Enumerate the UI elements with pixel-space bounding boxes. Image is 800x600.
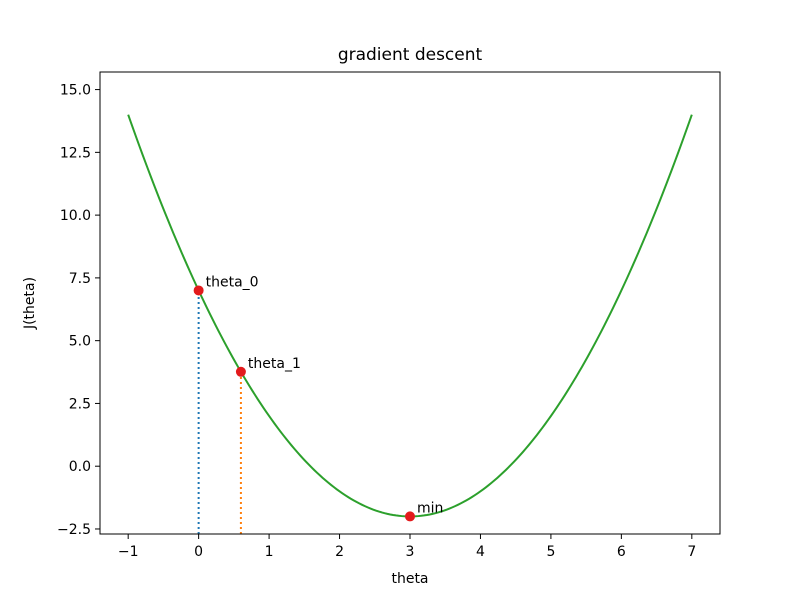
x-tick-label: 0 (194, 544, 203, 560)
x-tick-label: 2 (335, 544, 344, 560)
point-label-theta_0: theta_0 (206, 274, 259, 290)
x-tick-label: −1 (118, 544, 139, 560)
y-tick-label: 0.0 (69, 459, 91, 475)
x-tick-label: 4 (476, 544, 485, 560)
x-tick-label: 1 (265, 544, 274, 560)
y-tick-label: 5.0 (69, 334, 91, 350)
point-label-theta_1: theta_1 (248, 356, 301, 372)
y-tick-label: 15.0 (60, 83, 91, 99)
x-tick-label: 7 (687, 544, 696, 560)
x-tick-label: 5 (546, 544, 555, 560)
point-min (405, 511, 415, 522)
y-tick-label: 12.5 (60, 145, 91, 161)
y-tick-label: 7.5 (69, 271, 91, 287)
point-theta_0 (193, 285, 204, 296)
y-axis-label: J(theta) (22, 277, 38, 330)
y-tick-label: 2.5 (69, 396, 91, 412)
y-tick-label: −2.5 (57, 522, 91, 538)
x-tick-label: 3 (406, 544, 415, 560)
x-axis-ticks: −1 0 1 2 3 4 5 6 7 (118, 534, 696, 560)
plot-background (100, 72, 720, 534)
x-axis-label: theta (391, 571, 428, 587)
chart-title: gradient descent (338, 45, 483, 65)
point-label-min: min (417, 500, 443, 516)
y-tick-label: 10.0 (60, 208, 91, 224)
y-axis-ticks: −2.5 0.0 2.5 5.0 7.5 10.0 12.5 15.0 (57, 83, 100, 538)
point-theta_1 (235, 366, 246, 377)
x-tick-label: 6 (617, 544, 626, 560)
